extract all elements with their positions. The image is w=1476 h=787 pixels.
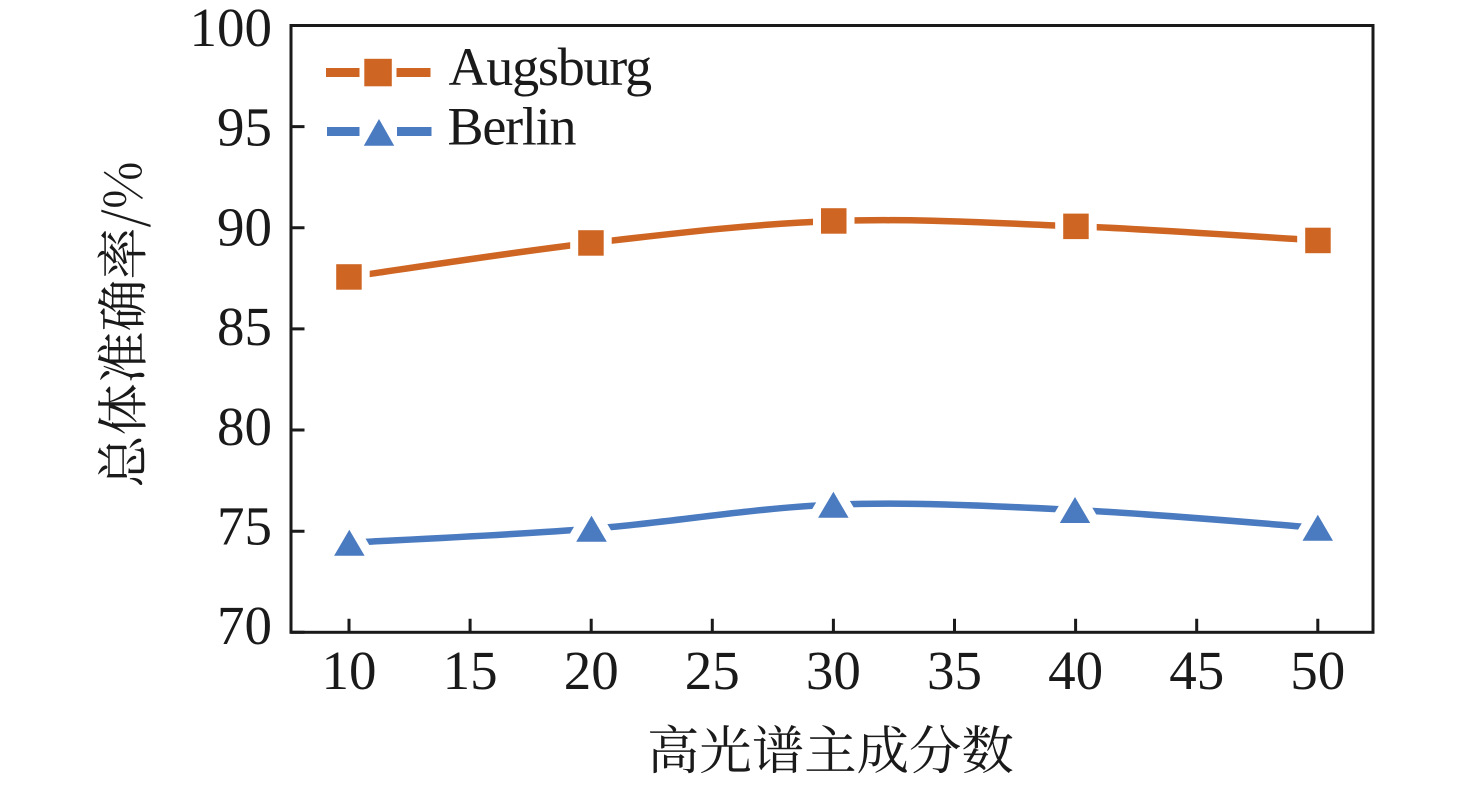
svg-text:15: 15 xyxy=(443,640,498,701)
svg-text:40: 40 xyxy=(1048,640,1103,701)
svg-text:Berlin: Berlin xyxy=(448,97,577,157)
svg-text:Augsburg: Augsburg xyxy=(449,37,652,97)
svg-text:85: 85 xyxy=(217,296,272,357)
svg-text:50: 50 xyxy=(1290,640,1345,701)
svg-text:25: 25 xyxy=(685,640,740,701)
svg-text:45: 45 xyxy=(1169,640,1224,701)
svg-text:70: 70 xyxy=(217,595,272,656)
svg-text:100: 100 xyxy=(190,0,273,58)
svg-text:75: 75 xyxy=(217,496,272,557)
svg-text:35: 35 xyxy=(927,640,982,701)
svg-text:30: 30 xyxy=(806,640,861,701)
svg-text:20: 20 xyxy=(564,640,619,701)
svg-text:95: 95 xyxy=(217,97,272,158)
svg-text:80: 80 xyxy=(217,396,272,457)
svg-text:90: 90 xyxy=(217,196,272,257)
svg-text:10: 10 xyxy=(322,640,377,701)
